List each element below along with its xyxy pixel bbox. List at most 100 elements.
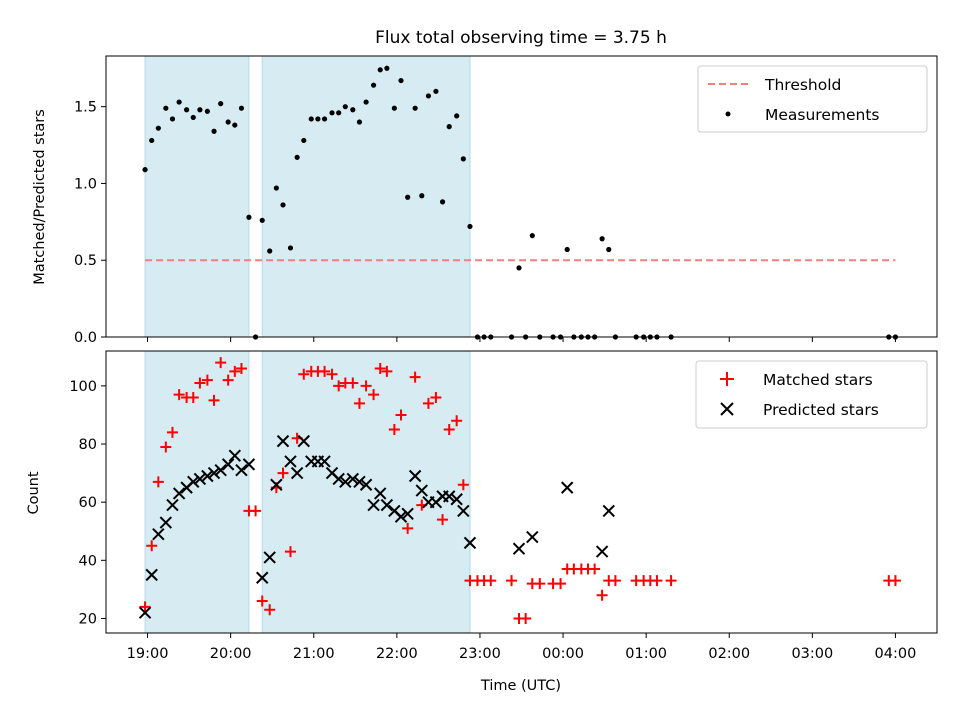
predicted-stars-legend-label: Predicted stars: [763, 401, 879, 419]
bottom-legend-box: [695, 360, 928, 429]
predicted-star-point: [339, 475, 352, 489]
matched-star-point: [333, 380, 345, 392]
y-tick-label: 40: [79, 553, 97, 569]
predicted-star-point: [359, 478, 373, 491]
measurement-point: [564, 246, 570, 253]
measurement-point: [425, 93, 432, 99]
matched-star-point: [520, 612, 532, 624]
predicted-star-point: [401, 507, 414, 521]
measurement-point: [599, 236, 605, 242]
predicted-star-point: [332, 472, 345, 486]
predicted-star-point: [463, 536, 477, 550]
matched-star-point: [139, 601, 151, 613]
measurement-point: [370, 82, 377, 88]
x-tick-label: 04:00: [875, 646, 917, 662]
matched-stars-legend-swatch: [720, 372, 734, 386]
y-tick-label: 20: [79, 611, 97, 627]
measurement-point: [329, 110, 335, 116]
measurement-point: [467, 223, 473, 230]
top-plot-frame: [105, 55, 938, 338]
x-tick-label: 21:00: [293, 646, 335, 662]
predicted-star-point: [380, 498, 394, 512]
shaded-interval-1: [144, 55, 250, 338]
matched-star-point: [298, 368, 310, 380]
matched-star-point: [347, 377, 359, 389]
measurement-point: [377, 67, 383, 73]
matched-star-point: [368, 389, 380, 401]
matched-star-point: [430, 392, 442, 404]
bottom-y-axis-label: Count: [26, 471, 42, 514]
measurement-point: [273, 185, 279, 191]
measurement-point: [142, 167, 148, 173]
measurements-legend-swatch: [725, 111, 731, 117]
measurement-point: [336, 110, 342, 116]
bottom-series: [138, 357, 901, 624]
matched-star-point: [152, 476, 164, 488]
measurement-point: [315, 116, 321, 122]
matched-star-point: [665, 575, 677, 587]
predicted-star-point: [193, 472, 207, 486]
matched-star-point: [443, 423, 455, 435]
measurements-legend-label: Measurements: [765, 106, 880, 124]
measurement-point: [267, 248, 273, 254]
matched-star-point: [422, 397, 434, 409]
top-legend: Threshold Measurements: [697, 65, 928, 133]
measurement-point: [350, 107, 356, 113]
top-y-axis-label: Matched/Predicted stars: [32, 109, 48, 285]
measurement-point: [308, 116, 314, 122]
predicted-star-point: [159, 516, 173, 529]
predicted-star-point: [394, 510, 408, 523]
shaded-interval-2: [261, 55, 471, 338]
matched-star-point: [250, 505, 262, 517]
measurement-point: [398, 77, 404, 84]
predicted-star-point: [442, 490, 456, 503]
predicted-star-point: [408, 469, 422, 483]
measurement-point: [190, 114, 196, 121]
measurement-point: [280, 202, 286, 208]
matched-star-point: [256, 595, 268, 607]
x-tick-label: 02:00: [708, 646, 750, 662]
top-axis-ticks: 0.0 0.5 1.0 1.5: [74, 100, 896, 346]
matched-star-point: [457, 479, 469, 491]
measurement-point: [294, 154, 300, 160]
matched-star-point: [146, 540, 158, 552]
matched-star-point: [208, 394, 220, 406]
predicted-star-point: [207, 466, 221, 480]
predicted-star-point: [353, 475, 366, 489]
measurement-point: [218, 101, 224, 107]
measurement-point: [211, 128, 217, 134]
measurement-point: [342, 104, 348, 110]
predicted-star-point: [415, 484, 428, 497]
predicted-star-point: [214, 463, 227, 477]
matched-star-point: [326, 368, 338, 380]
measurement-point: [197, 107, 203, 113]
x-tick-label: 01:00: [625, 646, 667, 662]
matched-star-point: [609, 575, 621, 587]
y-tick-label: 0.0: [74, 330, 97, 346]
measurement-point: [176, 99, 182, 105]
matched-star-point: [229, 365, 241, 377]
y-tick-label: 100: [69, 379, 97, 395]
matched-star-point: [201, 374, 213, 386]
measurement-point: [155, 125, 161, 131]
measurement-point: [363, 99, 369, 105]
y-tick-label: 0.5: [74, 253, 97, 269]
matched-star-point: [166, 426, 178, 438]
matched-stars-legend-label: Matched stars: [763, 371, 873, 389]
y-tick-label: 60: [79, 495, 97, 511]
measurement-point: [321, 116, 328, 122]
predicted-star-point: [512, 542, 526, 555]
predicted-star-point: [450, 493, 463, 506]
measurement-point: [419, 193, 425, 199]
predicted-star-point: [187, 475, 200, 489]
matched-star-point: [889, 575, 901, 587]
predicted-star-point: [256, 571, 269, 584]
measurement-point: [163, 105, 169, 111]
matched-star-point: [222, 374, 234, 386]
predicted-star-point: [145, 568, 158, 582]
y-tick-label: 1.5: [74, 100, 97, 116]
y-tick-label: 80: [79, 437, 97, 453]
predicted-star-point: [346, 472, 360, 486]
predicted-star-point: [235, 463, 248, 477]
